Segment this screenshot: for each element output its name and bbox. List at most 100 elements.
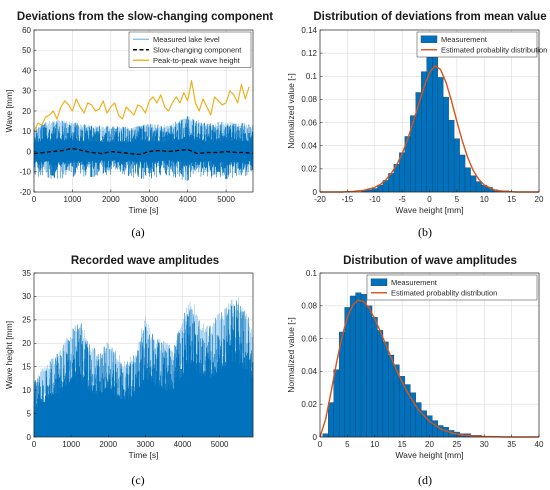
histogram-bar — [421, 71, 427, 193]
histogram-bar — [349, 295, 356, 438]
x-tick-label: 10 — [480, 195, 489, 204]
y-tick-label: 60 — [22, 26, 31, 35]
legend-box — [366, 274, 538, 301]
x-tick-label: 0 — [318, 440, 323, 449]
y-tick-label: 30 — [22, 292, 31, 301]
y-tick-label: 0.12 — [301, 49, 317, 58]
x-tick-label: 20 — [425, 440, 434, 449]
y-tick-label: 15 — [22, 363, 31, 372]
x-tick-label: 0 — [427, 195, 432, 204]
histogram-bar — [448, 120, 455, 193]
x-axis-label: Wave height [mm] — [395, 205, 463, 215]
panel-b: Distribution of deviations from mean val… — [286, 11, 547, 239]
y-tick-label: -10 — [19, 168, 31, 177]
panel-label: (a) — [131, 225, 144, 239]
y-tick-label: 25 — [22, 316, 31, 325]
x-tick-label: 5 — [455, 195, 460, 204]
histogram-bar — [388, 354, 395, 438]
y-tick-label: 20 — [22, 107, 31, 116]
x-tick-label: 2000 — [99, 440, 117, 449]
panel-a: Deviations from the slow-changing compon… — [4, 11, 273, 239]
y-tick-label: 0.06 — [301, 334, 317, 343]
y-axis-label: Normalized value [-] — [286, 73, 296, 149]
histogram-bar — [470, 175, 477, 193]
x-tick-label: 4000 — [174, 440, 192, 449]
histogram-bar — [328, 402, 334, 438]
y-tick-label: 50 — [22, 46, 31, 55]
y-tick-label: 0.1 — [306, 72, 318, 81]
histogram-bar — [366, 305, 373, 438]
x-tick-label: 40 — [535, 440, 544, 449]
panel-label: (c) — [131, 473, 144, 487]
series-line — [319, 299, 539, 438]
x-tick-label: 2000 — [102, 195, 120, 204]
y-tick-label: 10 — [22, 127, 31, 136]
series-line — [320, 65, 539, 193]
panel-c: Recorded wave amplitudes (c) 0 1000 2000 30… — [4, 255, 254, 487]
legend-box — [128, 31, 252, 68]
x-axis-label: Wave height [mm] — [395, 450, 463, 460]
x-tick-label: 30 — [480, 440, 489, 449]
x-tick-label: 25 — [452, 440, 461, 449]
legend-label: Measurement — [391, 278, 438, 287]
histogram-bar — [371, 317, 378, 438]
x-axis-label: Time [s] — [129, 450, 159, 460]
histogram-bar — [355, 292, 362, 438]
x-tick-label: 1000 — [64, 195, 82, 204]
legend-label: Estimated probablity distribution — [441, 45, 547, 54]
y-tick-label: 10 — [22, 386, 31, 395]
y-tick-label: 35 — [22, 269, 31, 278]
y-tick-label: 0.06 — [301, 118, 317, 127]
legend-swatch — [420, 35, 438, 43]
legend-label: Estimated probablity distribution — [391, 288, 497, 297]
chart-title: Recorded wave amplitudes — [71, 255, 219, 267]
histogram-bar — [360, 294, 367, 438]
histogram-bar — [437, 77, 444, 193]
panel-label: (d) — [418, 473, 432, 487]
histogram-bar — [426, 36, 433, 193]
x-tick-label: 0 — [32, 440, 37, 449]
y-tick-label: -20 — [19, 188, 31, 197]
x-tick-label: 4000 — [179, 195, 197, 204]
histogram-bar — [475, 181, 482, 193]
x-tick-label: 0 — [32, 195, 37, 204]
y-tick-label: 20 — [22, 339, 31, 348]
x-tick-label: 3000 — [136, 440, 154, 449]
y-tick-label: 5 — [27, 409, 32, 418]
x-axis-label: Time [s] — [129, 205, 159, 215]
y-tick-label: 0.02 — [301, 165, 317, 174]
axes-frame — [33, 272, 254, 438]
panel-d: Distribution of wave amplitudes (d) 0 5 10… — [286, 255, 544, 487]
histogram-bar — [333, 369, 340, 438]
y-tick-label: 0.14 — [301, 26, 317, 35]
y-tick-label: 0 — [313, 433, 318, 442]
histogram-bar — [464, 167, 471, 193]
y-tick-label: 0 — [313, 188, 318, 197]
histogram-bar — [432, 55, 438, 193]
x-tick-label: -15 — [342, 195, 354, 204]
histogram-bar — [442, 96, 449, 193]
histogram-bar — [382, 341, 389, 438]
y-tick-label: 30 — [22, 87, 31, 96]
x-tick-label: 5 — [345, 440, 350, 449]
x-tick-label: 5000 — [211, 440, 229, 449]
x-tick-label: 35 — [507, 440, 516, 449]
y-axis-label: Wave height [mm] — [4, 321, 14, 389]
x-tick-label: 1000 — [62, 440, 80, 449]
series-line — [33, 147, 254, 156]
chart-title: Deviations from the slow-changing compon… — [17, 11, 273, 23]
legend-label: Measurement — [441, 35, 488, 44]
legend-label: Slow-changing component — [153, 45, 242, 54]
y-tick-label: 40 — [22, 66, 31, 75]
histogram-bar — [415, 92, 422, 193]
x-tick-label: 15 — [507, 195, 516, 204]
y-tick-label: 0.04 — [301, 367, 317, 376]
y-tick-label: 0.1 — [306, 269, 318, 278]
histogram-bar — [322, 433, 329, 438]
x-tick-label: -10 — [369, 195, 381, 204]
y-axis-label: Wave [mm] — [4, 90, 14, 133]
